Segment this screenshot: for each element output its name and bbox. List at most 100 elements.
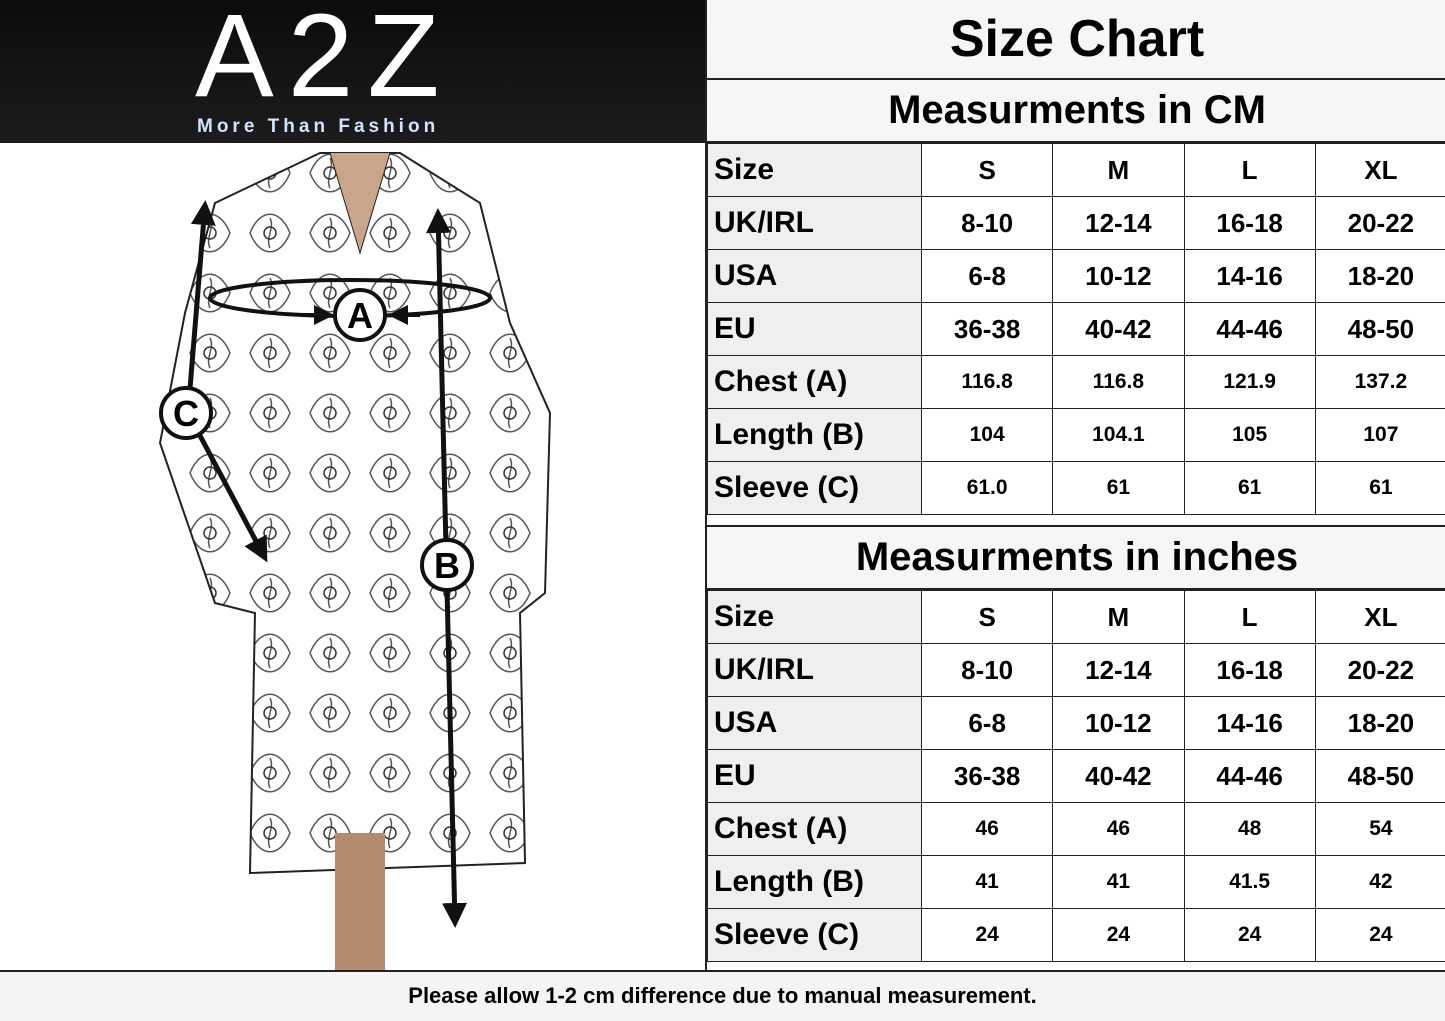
table-cell: 18-20: [1314, 249, 1445, 303]
table-row: Chest (A) 46 46 48 54: [707, 802, 1445, 856]
table-cell: 10-12: [1052, 696, 1185, 750]
cm-table: Size S M L XL UK/IRL 8-10 12-14 16-18 20-22 USA 6-8…: [707, 143, 1445, 515]
size-column-header: S: [920, 143, 1054, 197]
table-cell: 20-22: [1314, 196, 1445, 250]
table-cell: 104: [920, 408, 1054, 462]
size-column-header: S: [920, 590, 1054, 644]
chart-title: Size Chart: [707, 0, 1445, 80]
table-cell: 61: [1183, 461, 1316, 515]
robe-body: [158, 152, 552, 875]
size-header: Size: [707, 590, 922, 644]
size-column-header: L: [1183, 143, 1316, 197]
table-cell: 41.5: [1183, 855, 1316, 909]
table-cell: 41: [920, 855, 1054, 909]
table-cell: 36-38: [920, 302, 1054, 356]
table-cell: 61.0: [920, 461, 1054, 515]
row-label: Sleeve (C): [707, 461, 922, 515]
table-cell: 16-18: [1183, 643, 1316, 697]
row-label: Chest (A): [707, 355, 922, 409]
size-chart: Size Chart Measurments in CM Size S M L XL UK…: [705, 0, 1445, 970]
table-row: EU 36-38 40-42 44-46 48-50: [707, 749, 1445, 803]
row-label: USA: [707, 696, 922, 750]
table-cell: 116.8: [920, 355, 1054, 409]
table-cell: 137.2: [1314, 355, 1445, 409]
table-cell: 6-8: [920, 696, 1054, 750]
table-cell: 18-20: [1314, 696, 1445, 750]
table-cell: 12-14: [1052, 196, 1185, 250]
marker-c: C: [159, 200, 268, 563]
table-row: Sleeve (C) 24 24 24 24: [707, 908, 1445, 962]
logo-tagline: More Than Fashion: [197, 116, 440, 137]
table-cell: 41: [1052, 855, 1185, 909]
row-label: UK/IRL: [707, 196, 922, 250]
row-label: USA: [707, 249, 922, 303]
header-row: Size S M L XL: [707, 143, 1445, 197]
table-cell: 54: [1314, 802, 1445, 856]
marker-c-label: C: [173, 393, 199, 434]
table-cell: 61: [1314, 461, 1445, 515]
neckline: [329, 152, 391, 255]
marker-a-label: A: [347, 295, 373, 336]
table-cell: 20-22: [1314, 643, 1445, 697]
table-cell: 46: [1052, 802, 1185, 856]
table-cell: 44-46: [1183, 302, 1316, 356]
inches-heading: Measurments in inches: [707, 525, 1445, 590]
table-cell: 116.8: [1052, 355, 1185, 409]
table-row: Chest (A) 116.8 116.8 121.9 137.2: [707, 355, 1445, 409]
table-cell: 48: [1183, 802, 1316, 856]
table-cell: 8-10: [920, 196, 1054, 250]
table-cell: 10-12: [1052, 249, 1185, 303]
table-cell: 16-18: [1183, 196, 1316, 250]
table-cell: 42: [1314, 855, 1445, 909]
logo-text: A2Z: [195, 0, 454, 122]
table-cell: 121.9: [1183, 355, 1316, 409]
table-row: Length (B) 104 104.1 105 107: [707, 408, 1445, 462]
brand-logo: A2Z More Than Fashion: [0, 0, 705, 143]
table-cell: 46: [920, 802, 1054, 856]
cm-heading: Measurments in CM: [707, 80, 1445, 143]
table-cell: 6-8: [920, 249, 1054, 303]
size-column-header: M: [1052, 590, 1185, 644]
table-row: EU 36-38 40-42 44-46 48-50: [707, 302, 1445, 356]
table-cell: 105: [1183, 408, 1316, 462]
measurement-note: Please allow 1-2 cm difference due to ma…: [0, 970, 1445, 1021]
table-cell: 12-14: [1052, 643, 1185, 697]
product-illustration-panel: A2Z More Than Fashion A B C: [0, 0, 705, 970]
table-cell: 36-38: [920, 749, 1054, 803]
table-row: Sleeve (C) 61.0 61 61 61: [707, 461, 1445, 515]
table-cell: 104.1: [1052, 408, 1185, 462]
table-cell: 61: [1052, 461, 1185, 515]
row-label: Chest (A): [707, 802, 922, 856]
table-cell: 48-50: [1314, 749, 1445, 803]
table-cell: 14-16: [1183, 249, 1316, 303]
table-cell: 24: [920, 908, 1054, 962]
table-row: UK/IRL 8-10 12-14 16-18 20-22: [707, 643, 1445, 697]
table-cell: 14-16: [1183, 696, 1316, 750]
table-cell: 40-42: [1052, 749, 1185, 803]
table-cell: 44-46: [1183, 749, 1316, 803]
header-row: Size S M L XL: [707, 590, 1445, 644]
row-label: Sleeve (C): [707, 908, 922, 962]
table-row: UK/IRL 8-10 12-14 16-18 20-22: [707, 196, 1445, 250]
table-row: USA 6-8 10-12 14-16 18-20: [707, 249, 1445, 303]
table-row: USA 6-8 10-12 14-16 18-20: [707, 696, 1445, 750]
marker-b: B: [420, 208, 474, 928]
size-column-header: XL: [1314, 590, 1445, 644]
size-header: Size: [707, 143, 922, 197]
size-column-header: M: [1052, 143, 1185, 197]
table-row: Length (B) 41 41 41.5 42: [707, 855, 1445, 909]
size-column-header: L: [1183, 590, 1316, 644]
inches-table: Size S M L XL UK/IRL 8-10 12-14 16-18 20-22 USA 6-8…: [707, 590, 1445, 962]
row-label: Length (B): [707, 408, 922, 462]
marker-b-label: B: [434, 545, 460, 586]
table-cell: 24: [1183, 908, 1316, 962]
table-cell: 48-50: [1314, 302, 1445, 356]
row-label: Length (B): [707, 855, 922, 909]
row-label: UK/IRL: [707, 643, 922, 697]
row-label: EU: [707, 749, 922, 803]
table-cell: 24: [1314, 908, 1445, 962]
robe-illustration: A B C: [158, 152, 552, 970]
row-label: EU: [707, 302, 922, 356]
legs: [335, 833, 385, 970]
size-column-header: XL: [1314, 143, 1445, 197]
